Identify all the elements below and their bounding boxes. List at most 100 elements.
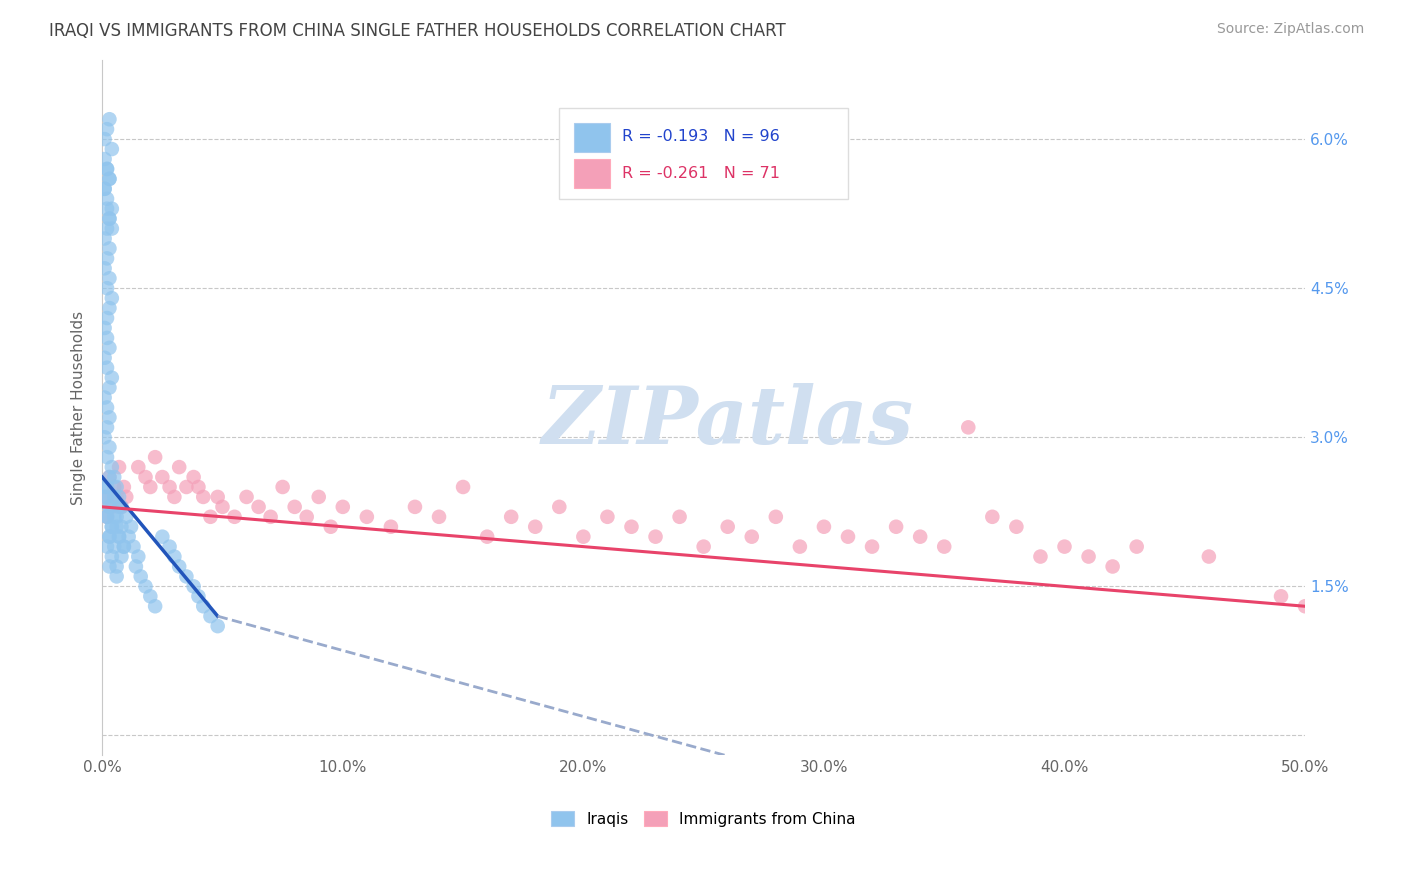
Point (187, 590, 209, 604)
Point (125, 559, 148, 574)
Point (981, 509, 1004, 524)
Point (101, 549, 124, 564)
Point (1005, 520, 1028, 534)
Point (93, 490, 115, 504)
Text: IRAQI VS IMMIGRANTS FROM CHINA SINGLE FATHER HOUSEHOLDS CORRELATION CHART: IRAQI VS IMMIGRANTS FROM CHINA SINGLE FA… (49, 22, 786, 40)
Point (308, 490, 330, 504)
Point (96, 202, 118, 216)
Point (103, 480, 125, 494)
Point (134, 579, 156, 593)
Point (1101, 559, 1123, 574)
Point (127, 460, 149, 475)
Point (96, 450, 118, 465)
Point (110, 549, 132, 564)
Point (112, 480, 135, 494)
Point (112, 540, 135, 554)
Point (101, 142, 124, 156)
Point (620, 520, 643, 534)
Point (98, 410, 121, 425)
Text: R = -0.193   N = 96: R = -0.193 N = 96 (621, 128, 779, 144)
FancyBboxPatch shape (574, 123, 610, 153)
Point (93, 480, 115, 494)
Point (96, 122, 118, 136)
Point (98, 341, 121, 355)
Point (668, 509, 690, 524)
Point (501, 509, 523, 524)
Point (115, 509, 138, 524)
Point (159, 480, 181, 494)
Point (789, 540, 811, 554)
Point (93, 321, 115, 335)
Point (98, 172, 121, 186)
Point (96, 311, 118, 326)
Point (96, 401, 118, 415)
Point (110, 500, 132, 514)
Point (271, 480, 294, 494)
Point (96, 192, 118, 206)
Point (717, 520, 740, 534)
Point (150, 470, 173, 484)
Point (176, 480, 198, 494)
Point (167, 559, 190, 574)
Point (93, 231, 115, 245)
Point (127, 549, 149, 564)
Point (103, 540, 125, 554)
Point (93, 132, 115, 146)
Point (108, 530, 131, 544)
Point (98, 211, 121, 226)
Point (200, 609, 222, 624)
Point (837, 530, 859, 544)
Point (524, 520, 547, 534)
Point (1077, 549, 1099, 564)
Point (183, 470, 205, 484)
Text: ZIPatlas: ZIPatlas (541, 383, 914, 460)
Point (404, 500, 426, 514)
Point (475, 530, 498, 544)
Point (98, 271, 121, 285)
Point (112, 540, 135, 554)
Point (101, 221, 124, 235)
Point (98, 559, 121, 574)
Point (105, 569, 128, 583)
Point (284, 500, 307, 514)
Point (96, 252, 118, 266)
Point (207, 490, 229, 504)
Point (159, 540, 181, 554)
Point (96, 490, 118, 504)
Point (957, 420, 980, 434)
Point (96, 509, 118, 524)
Point (193, 490, 215, 504)
Point (150, 530, 173, 544)
Point (765, 509, 787, 524)
Point (101, 202, 124, 216)
Point (98, 530, 121, 544)
Point (105, 490, 128, 504)
Text: R = -0.261   N = 71: R = -0.261 N = 71 (621, 166, 780, 180)
Point (98, 440, 121, 454)
Point (211, 500, 233, 514)
Point (908, 530, 931, 544)
Point (96, 221, 118, 235)
Point (108, 530, 131, 544)
Point (103, 509, 125, 524)
Point (105, 509, 128, 524)
Point (96, 331, 118, 345)
Point (644, 530, 666, 544)
Y-axis label: Single Father Households: Single Father Households (72, 310, 86, 505)
Point (96, 420, 118, 434)
Point (101, 460, 124, 475)
Point (224, 509, 246, 524)
Point (427, 509, 450, 524)
Point (96, 161, 118, 176)
Text: Source: ZipAtlas.com: Source: ZipAtlas.com (1216, 22, 1364, 37)
Point (98, 112, 121, 127)
Point (93, 182, 115, 196)
Point (93, 152, 115, 166)
Point (98, 381, 121, 395)
Point (163, 549, 186, 564)
Point (101, 520, 124, 534)
Point (1270, 590, 1292, 604)
Point (108, 490, 131, 504)
Point (98, 500, 121, 514)
Point (110, 520, 132, 534)
